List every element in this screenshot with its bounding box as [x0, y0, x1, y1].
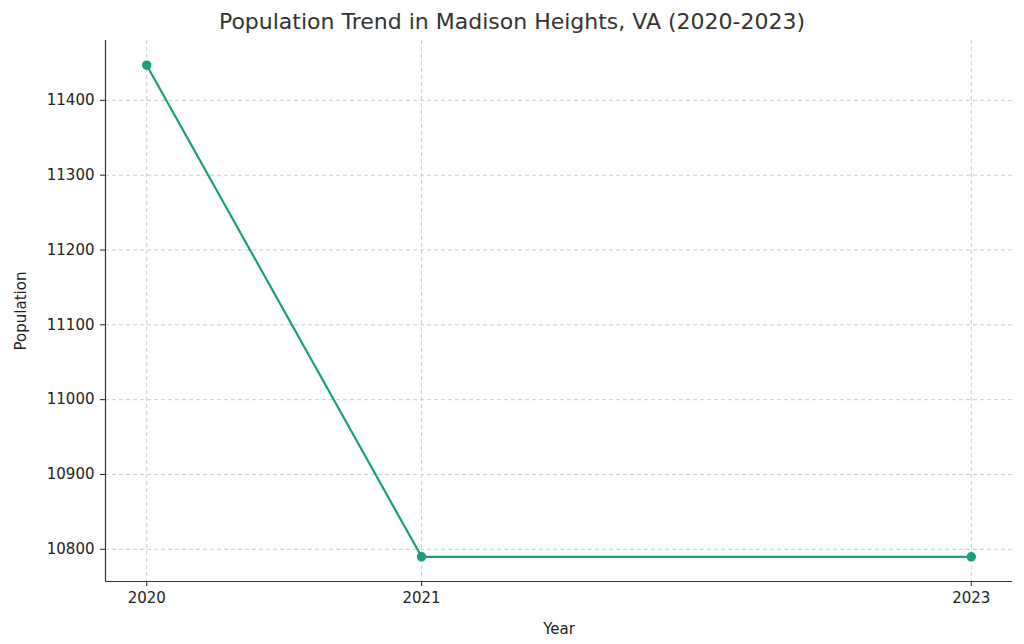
svg-text:2021: 2021 [402, 589, 440, 607]
svg-text:11100: 11100 [47, 316, 95, 334]
svg-text:11400: 11400 [47, 91, 95, 109]
svg-text:11200: 11200 [47, 241, 95, 259]
svg-text:11300: 11300 [47, 166, 95, 184]
svg-text:10800: 10800 [47, 540, 95, 558]
svg-text:Year: Year [542, 620, 576, 638]
svg-text:2020: 2020 [128, 589, 166, 607]
html-text:Population Trend in Madison He: Population Trend in Madison Heights, VA … [218, 9, 806, 34]
svg-text:10900: 10900 [47, 465, 95, 483]
svg-text:11000: 11000 [47, 390, 95, 408]
svg-text:2023: 2023 [952, 589, 990, 607]
svg-text:Population: Population [12, 272, 30, 351]
